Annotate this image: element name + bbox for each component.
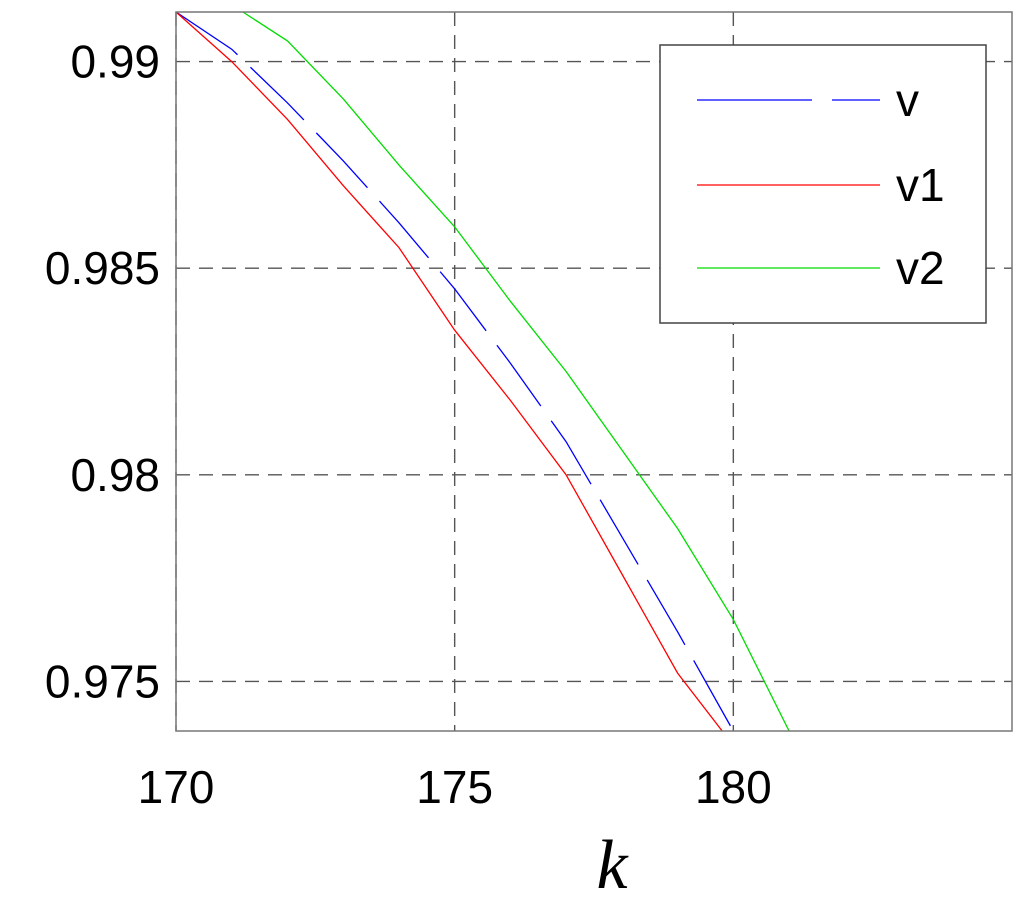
x-tick-label: 175 [416, 761, 493, 813]
legend-label-v: v [896, 74, 919, 126]
legend: v v1 v2 [659, 44, 987, 324]
plot-frame [175, 11, 1013, 732]
tick-labels: 170 175 180 0.99 0.985 0.98 0.975 [45, 36, 772, 813]
series-line-v2 [242, 12, 790, 731]
y-tick-label: 0.975 [45, 655, 160, 707]
y-tick-label: 0.98 [70, 449, 160, 501]
x-tick-label: 180 [695, 761, 772, 813]
series-line-v [176, 12, 734, 731]
x-axis-label: k [596, 827, 629, 903]
legend-label-v1: v1 [896, 159, 945, 211]
series-line-v1 [176, 12, 723, 731]
legend-box [659, 44, 987, 324]
x-tick-label: 170 [138, 761, 215, 813]
y-tick-label: 0.99 [70, 36, 160, 88]
legend-label-v2: v2 [896, 242, 945, 294]
y-tick-label: 0.985 [45, 242, 160, 294]
series-lines [176, 12, 790, 731]
grid-lines [175, 12, 1012, 731]
